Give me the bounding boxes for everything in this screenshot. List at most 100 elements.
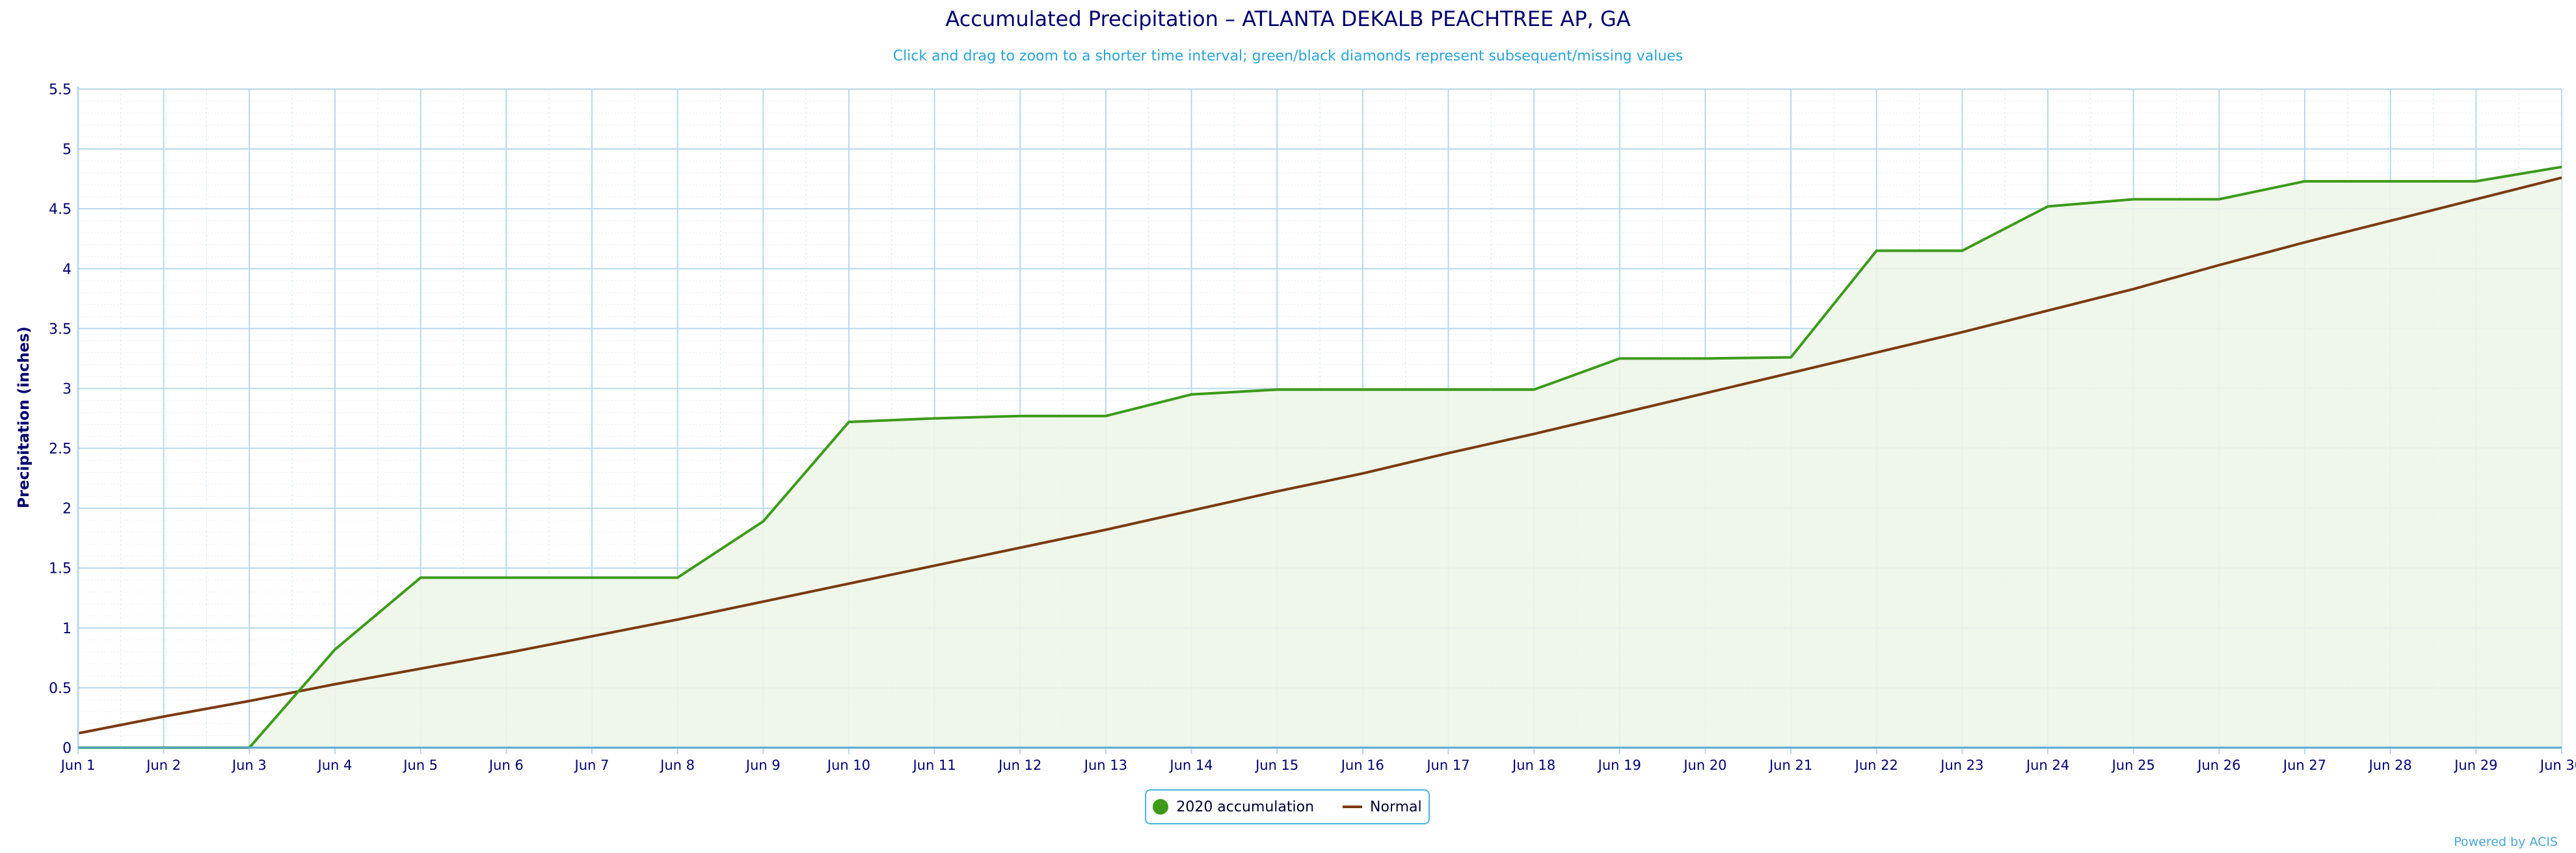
legend-label-accumulation: 2020 accumulation [1176, 798, 1315, 815]
data-point-normal[interactable] [1103, 527, 1109, 533]
x-tick-label: Jun 1 [60, 757, 96, 773]
x-tick-label: Jun 28 [2368, 757, 2412, 773]
x-tick-label: Jun 30 [2539, 757, 2576, 773]
data-point-accumulation[interactable] [1873, 248, 1880, 254]
y-tick-label: 4 [62, 261, 72, 278]
data-point-accumulation[interactable] [1274, 386, 1280, 393]
data-point-accumulation[interactable] [1445, 386, 1451, 393]
data-point-normal[interactable] [1959, 329, 1965, 335]
data-point-normal[interactable] [1274, 488, 1280, 495]
data-point-normal[interactable] [1702, 390, 1708, 397]
legend-item-accumulation[interactable]: 2020 accumulation [1153, 799, 1314, 815]
series-line-normal[interactable] [77, 176, 2562, 735]
data-point-normal[interactable] [1617, 410, 1623, 417]
data-point-normal[interactable] [2387, 218, 2394, 224]
data-point-accumulation[interactable] [418, 574, 424, 581]
data-point-accumulation[interactable] [1188, 391, 1195, 398]
data-point-normal[interactable] [2130, 286, 2137, 293]
x-tick-label: Jun 22 [1854, 757, 1898, 773]
x-tick-label: Jun 9 [745, 757, 781, 773]
y-tick-label: 0 [62, 741, 72, 757]
data-point-normal[interactable] [1360, 470, 1366, 477]
data-point-accumulation[interactable] [1959, 248, 1965, 254]
legend-marker-normal [1343, 806, 1363, 808]
data-point-accumulation[interactable] [2558, 164, 2565, 170]
x-tick-label: Jun 4 [317, 757, 353, 773]
data-point-accumulation[interactable] [332, 646, 338, 653]
data-point-normal[interactable] [418, 665, 424, 672]
x-tick-label: Jun 12 [997, 757, 1041, 773]
data-point-normal[interactable] [1788, 370, 1794, 376]
data-point-normal[interactable] [1531, 430, 1537, 437]
data-point-accumulation[interactable] [2473, 178, 2479, 185]
data-point-normal[interactable] [2558, 174, 2565, 181]
x-tick-label: Jun 8 [659, 757, 695, 773]
data-point-normal[interactable] [932, 562, 938, 569]
data-point-accumulation[interactable] [503, 574, 509, 581]
y-tick-label: 3.5 [49, 321, 72, 337]
data-point-normal[interactable] [161, 713, 167, 720]
data-point-accumulation[interactable] [1531, 386, 1537, 393]
data-point-normal[interactable] [846, 581, 852, 587]
data-point-normal[interactable] [332, 681, 338, 687]
data-point-accumulation[interactable] [2216, 196, 2222, 202]
data-point-normal[interactable] [589, 633, 595, 640]
data-point-accumulation[interactable] [846, 419, 852, 425]
y-tick-label: 2 [62, 501, 72, 518]
x-tick-label: Jun 27 [2282, 757, 2326, 773]
data-point-normal[interactable] [675, 616, 681, 623]
data-point-normal[interactable] [2301, 239, 2308, 246]
data-point-accumulation[interactable] [1360, 386, 1366, 393]
data-point-accumulation[interactable] [760, 518, 766, 525]
data-point-accumulation[interactable] [932, 415, 938, 422]
data-point-accumulation[interactable] [589, 574, 595, 581]
y-axis-label: Precipitation (inches) [16, 326, 33, 508]
data-point-accumulation[interactable] [1702, 355, 1708, 361]
legend-marker-accumulation [1153, 799, 1169, 815]
y-tick-label: 2.5 [49, 441, 72, 458]
x-tick-label: Jun 19 [1597, 757, 1641, 773]
legend: 2020 accumulation Normal [1145, 789, 1430, 824]
data-point-normal[interactable] [1017, 544, 1023, 551]
data-point-accumulation[interactable] [1788, 354, 1794, 361]
y-tick-label: 4.5 [49, 202, 72, 218]
data-point-accumulation[interactable] [675, 574, 681, 581]
data-point-accumulation[interactable] [1103, 413, 1109, 419]
data-point-accumulation[interactable] [1617, 355, 1623, 361]
data-point-normal[interactable] [2473, 196, 2479, 202]
chart-title: Accumulated Precipitation – ATLANTA DEKA… [945, 7, 1631, 31]
x-tick-label: Jun 17 [1425, 757, 1469, 773]
y-tick-label: 0.5 [49, 681, 72, 697]
y-tick-label: 3 [62, 381, 72, 397]
data-point-accumulation[interactable] [2301, 178, 2308, 185]
data-point-normal[interactable] [1445, 450, 1451, 456]
series-line-accumulation[interactable] [78, 165, 2562, 749]
data-point-accumulation[interactable] [2045, 203, 2051, 209]
y-tick-label: 5.5 [49, 82, 72, 98]
data-point-normal[interactable] [2216, 262, 2222, 269]
y-tick-label: 5 [62, 142, 72, 158]
data-point-normal[interactable] [1188, 507, 1195, 514]
data-point-normal[interactable] [760, 598, 766, 605]
x-tick-label: Jun 11 [911, 757, 956, 773]
data-point-normal[interactable] [2045, 308, 2051, 314]
x-tick-label: Jun 6 [488, 757, 524, 773]
data-point-accumulation[interactable] [2387, 178, 2394, 185]
data-point-normal[interactable] [1873, 349, 1880, 356]
x-tick-label: Jun 13 [1083, 757, 1127, 773]
data-point-accumulation[interactable] [1017, 413, 1023, 419]
data-point-accumulation[interactable] [2130, 196, 2137, 202]
data-point-normal[interactable] [246, 698, 252, 704]
x-tick-label: Jun 5 [402, 757, 438, 773]
x-tick-label: Jun 24 [2025, 757, 2069, 773]
accumulation-area [78, 166, 2562, 748]
x-tick-label: Jun 29 [2453, 757, 2497, 773]
credit-link[interactable]: Powered by ACIS [2454, 835, 2558, 849]
x-tick-label: Jun 15 [1254, 757, 1298, 773]
legend-item-normal[interactable]: Normal [1343, 799, 1422, 815]
data-point-normal[interactable] [503, 650, 509, 656]
x-tick-label: Jun 3 [231, 757, 267, 773]
x-tick-label: Jun 10 [826, 757, 870, 773]
